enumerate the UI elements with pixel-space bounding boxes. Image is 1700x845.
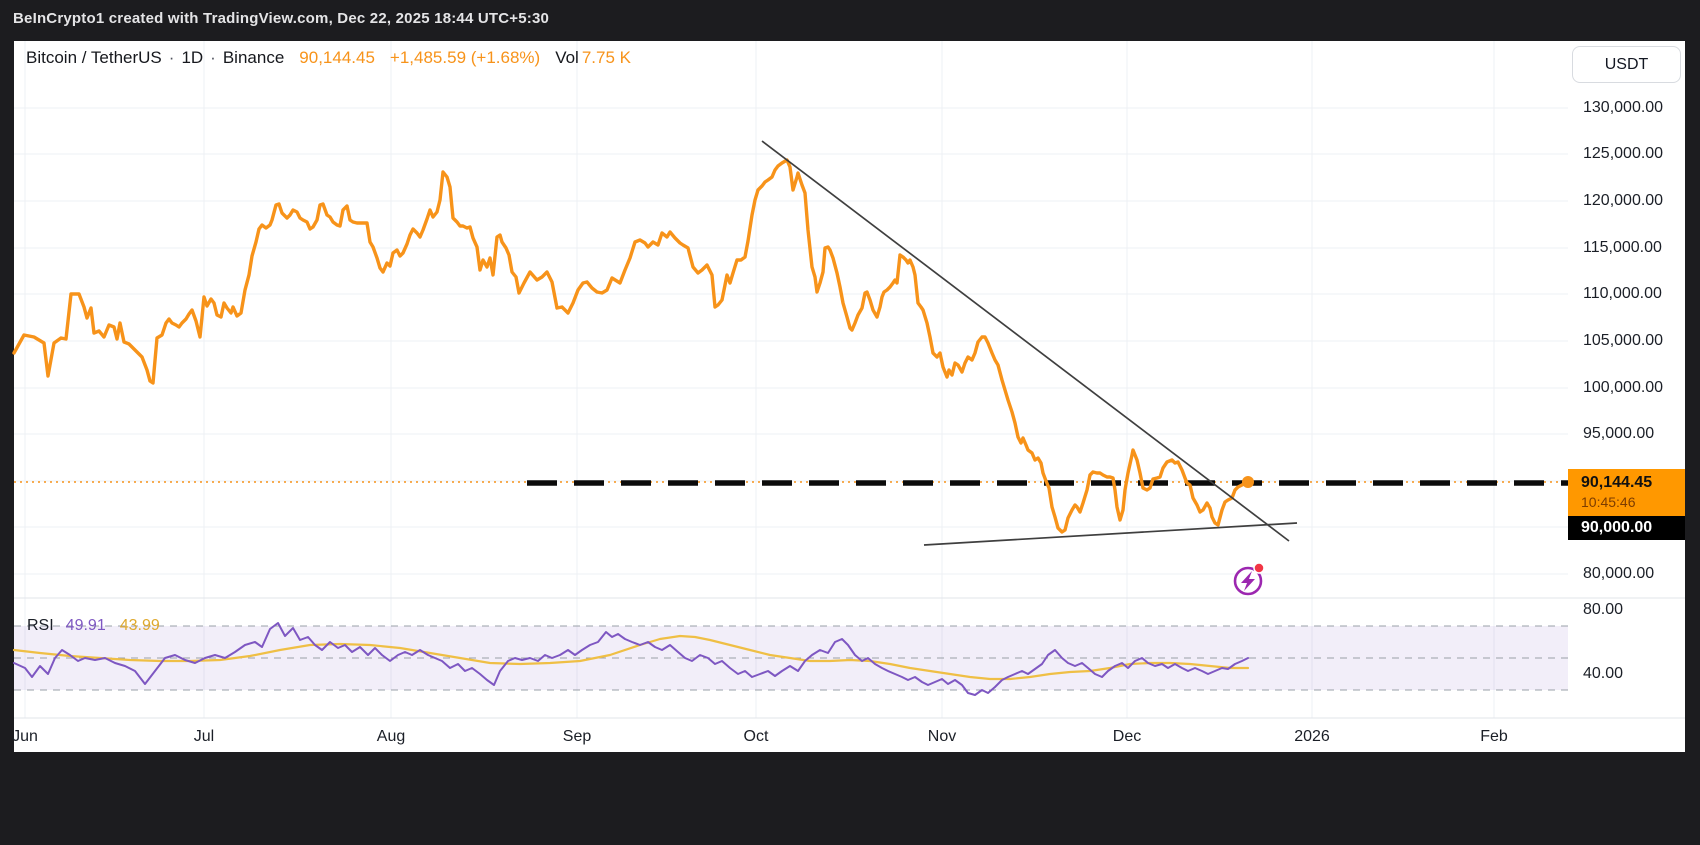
last-price-tag-value: 90,144.45 <box>1581 474 1653 491</box>
price-tick: 110,000.00 <box>1583 285 1662 302</box>
time-tick: Jul <box>193 728 215 745</box>
symbol-name[interactable]: Bitcoin / TetherUS <box>26 48 162 67</box>
volume-value: 7.75 K <box>581 48 631 67</box>
price-tick: 120,000.00 <box>1583 192 1664 209</box>
rsi-tick: 40.00 <box>1583 665 1624 682</box>
legend-separator: · <box>168 48 175 67</box>
price-tick: 80,000.00 <box>1583 565 1655 582</box>
price-tick: 95,000.00 <box>1583 425 1655 442</box>
last-price-tag: 90,144.45 10:45:46 <box>1568 469 1685 516</box>
footer-bar: TradingView <box>0 752 1700 845</box>
chart-legend: Bitcoin / TetherUS · 1D · Binance 90,144… <box>26 48 631 68</box>
price-tick: 115,000.00 <box>1583 239 1662 256</box>
legend-separator: · <box>210 48 216 67</box>
time-tick: Jun <box>12 728 38 745</box>
volume-label: Vol <box>555 48 579 67</box>
time-tick: Sep <box>562 728 592 745</box>
rsi-tick: 80.00 <box>1583 601 1624 618</box>
exchange-label[interactable]: Binance <box>222 48 285 67</box>
drawn-level-tag: 90,000.00 <box>1568 516 1685 540</box>
chart-window <box>14 41 1685 752</box>
time-tick: Dec <box>1112 728 1142 745</box>
bar-countdown: 10:45:46 <box>1581 494 1636 510</box>
attribution-text: BeInCrypto1 created with TradingView.com… <box>13 10 550 27</box>
time-tick: Oct <box>743 728 769 745</box>
rsi-ma-value: 43.99 <box>119 617 160 634</box>
price-tick: 125,000.00 <box>1583 145 1664 162</box>
rsi-legend: RSI 49.91 43.99 <box>27 617 160 635</box>
price-change-value: +1,485.59 (+1.68%) <box>389 48 541 67</box>
last-price-value: 90,144.45 <box>299 48 375 67</box>
time-tick: Feb <box>1480 728 1508 745</box>
rsi-label[interactable]: RSI <box>27 617 54 634</box>
rsi-value: 49.91 <box>65 617 106 634</box>
currency-toggle-button[interactable]: USDT <box>1572 46 1681 83</box>
interval-label[interactable]: 1D <box>181 48 204 67</box>
time-tick: Nov <box>927 728 957 745</box>
price-tick: 100,000.00 <box>1583 379 1664 396</box>
price-tick: 105,000.00 <box>1583 332 1664 349</box>
time-tick: Aug <box>376 728 406 745</box>
price-tick: 130,000.00 <box>1583 99 1664 116</box>
time-tick: 2026 <box>1294 728 1330 745</box>
